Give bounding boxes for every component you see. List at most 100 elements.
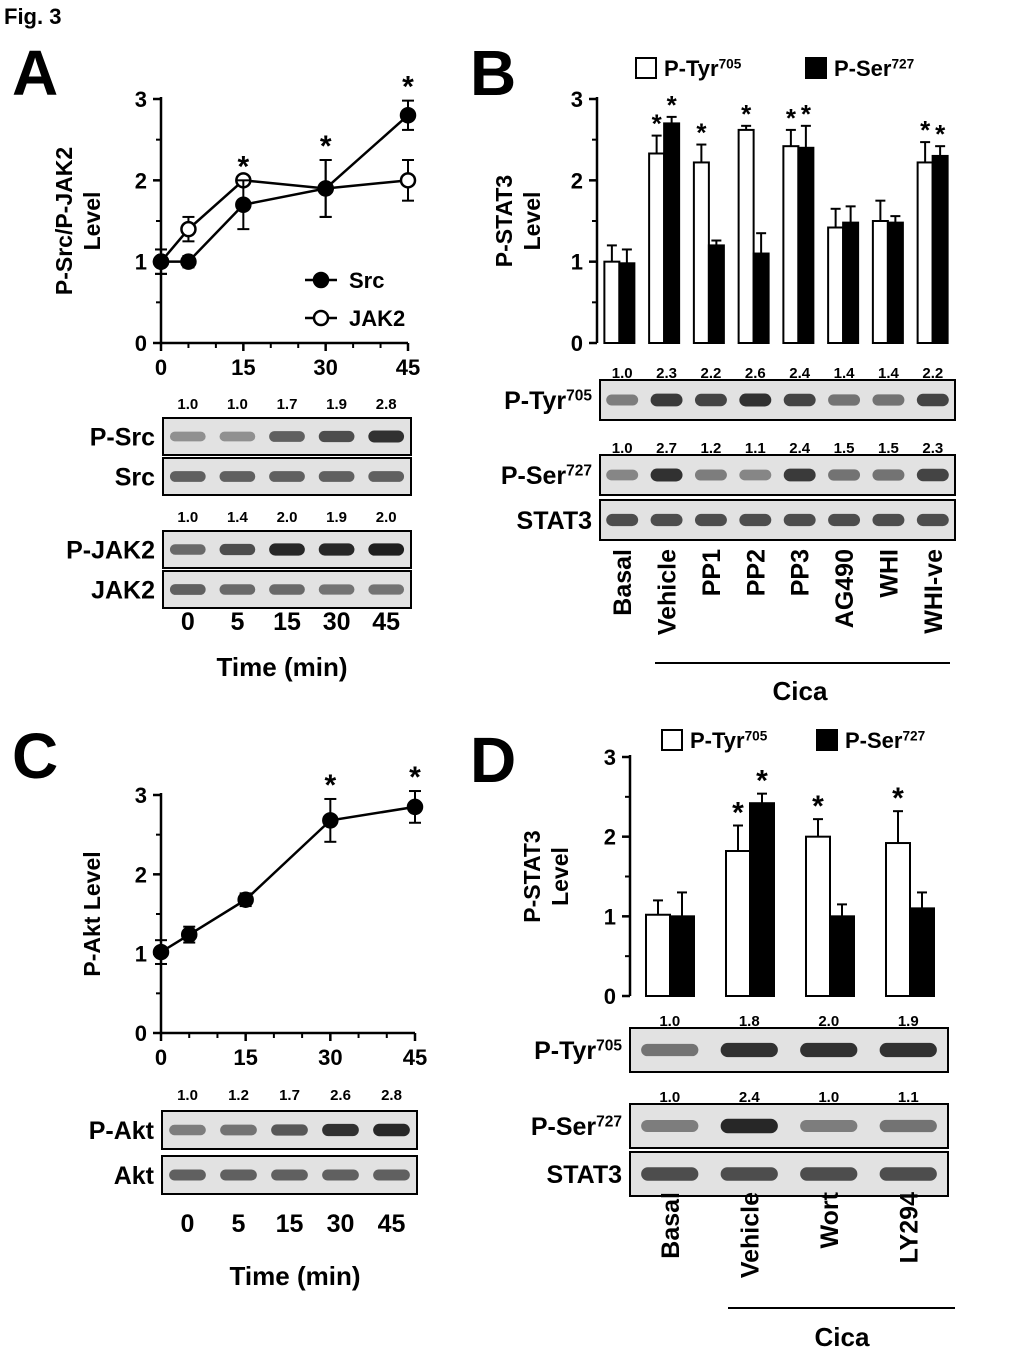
blot-p-akt-band bbox=[169, 1124, 206, 1136]
legend-swatch bbox=[816, 729, 838, 751]
y-tick-label: 0 bbox=[604, 984, 616, 1009]
blot-label-p-akt: P-Akt bbox=[89, 1117, 155, 1145]
x-tick-label: 15 bbox=[231, 355, 255, 380]
band-quantification: 1.0 bbox=[177, 1087, 198, 1104]
blot-src-band bbox=[368, 471, 405, 482]
category-label-vehicle: Vehicle bbox=[654, 549, 682, 635]
blot-stat3-band bbox=[720, 1167, 778, 1181]
blot-p-jak2-band bbox=[169, 544, 206, 555]
blot-src-band bbox=[269, 471, 305, 482]
band-quantification: 1.0 bbox=[612, 365, 633, 382]
lane-label: 45 bbox=[378, 1210, 406, 1238]
blot-akt-band bbox=[373, 1169, 410, 1181]
blot-p-akt-band bbox=[373, 1123, 410, 1137]
band-quantification: 1.9 bbox=[326, 509, 347, 526]
bar-p-ser-ly294 bbox=[909, 907, 935, 997]
blot-p-src-band bbox=[368, 430, 405, 443]
category-label-pp1: PP1 bbox=[698, 549, 726, 596]
y-axis-label: P-STAT3Level bbox=[491, 175, 545, 267]
category-label-ag490: AG490 bbox=[831, 549, 859, 628]
x-tick-label: 0 bbox=[155, 1045, 167, 1070]
legend-label-jak2: JAK2 bbox=[349, 306, 405, 331]
band-quantification: 1.2 bbox=[701, 440, 722, 457]
blot-p-ser-band bbox=[606, 469, 639, 481]
legend-label-p-tyr: P-Tyr705 bbox=[690, 728, 768, 753]
y-tick-label: 1 bbox=[135, 250, 147, 275]
y-axis-label: P-STAT3Level bbox=[519, 830, 573, 922]
significance-star: * bbox=[237, 150, 249, 183]
lane-label: 15 bbox=[276, 1210, 304, 1238]
blot-p-tyr-band bbox=[650, 393, 683, 407]
significance-star: * bbox=[935, 119, 946, 149]
blot-jak2-band bbox=[219, 584, 256, 595]
band-quantification: 1.4 bbox=[834, 365, 856, 382]
blot-label-p-jak2: P-JAK2 bbox=[66, 537, 155, 565]
blot-stat3-band bbox=[916, 513, 949, 527]
category-label-wort: Wort bbox=[816, 1191, 844, 1248]
category-label-whi: WHI bbox=[875, 549, 903, 598]
band-quantification: 1.8 bbox=[739, 1013, 760, 1030]
band-quantification: 2.2 bbox=[701, 365, 722, 382]
group-label: Cica bbox=[773, 676, 828, 706]
band-quantification: 1.4 bbox=[878, 365, 900, 382]
legend-marker bbox=[312, 309, 330, 327]
bar-p-ser-pp1 bbox=[707, 244, 725, 344]
blot-p-tyr-band bbox=[641, 1043, 699, 1057]
blot-p-tyr-band bbox=[828, 394, 861, 406]
blot-p-tyr-band bbox=[694, 393, 727, 407]
x-tick-label: 15 bbox=[233, 1045, 257, 1070]
x-tick-label: 45 bbox=[396, 355, 420, 380]
panel-d-letter: D bbox=[470, 724, 516, 796]
blot-p-ser-band bbox=[872, 469, 905, 481]
category-label-pp2: PP2 bbox=[742, 549, 770, 596]
x-tick-label: 45 bbox=[403, 1045, 427, 1070]
x-axis-title: Time (min) bbox=[230, 1261, 361, 1291]
band-quantification: 1.0 bbox=[177, 509, 198, 526]
y-tick-label: 1 bbox=[604, 904, 616, 929]
significance-star: * bbox=[402, 71, 414, 104]
data-point-p-akt bbox=[322, 812, 339, 829]
blot-p-ser-band bbox=[650, 468, 683, 482]
blot-stat3-band bbox=[694, 513, 727, 527]
significance-star: * bbox=[920, 115, 931, 145]
band-quantification: 2.0 bbox=[376, 509, 397, 526]
blot-p-ser-band bbox=[800, 1119, 858, 1133]
blot-stat3-band bbox=[872, 513, 905, 527]
blot-p-ser-band bbox=[720, 1118, 778, 1134]
significance-star: * bbox=[786, 103, 797, 133]
data-point-jak2 bbox=[399, 172, 417, 189]
blot-p-akt-band bbox=[322, 1123, 359, 1137]
blot-p-ser-band bbox=[783, 468, 816, 482]
blot-label-stat3: STAT3 bbox=[517, 507, 592, 535]
blot-label-p-src: P-Src bbox=[90, 424, 155, 452]
blot-p-jak2-band bbox=[368, 543, 405, 556]
bar-p-tyr-whi bbox=[871, 220, 889, 344]
category-label-whi-ve: WHI-ve bbox=[920, 549, 948, 634]
bar-p-tyr-vehicle bbox=[725, 850, 751, 997]
blot-stat3-band bbox=[606, 513, 639, 527]
lane-label: 5 bbox=[230, 608, 244, 636]
blot-label-akt: Akt bbox=[114, 1162, 155, 1190]
significance-star: * bbox=[696, 118, 707, 148]
data-point-src bbox=[317, 180, 334, 197]
blot-label-p-ser: P-Ser727 bbox=[501, 462, 592, 490]
blot-p-tyr-band bbox=[720, 1042, 778, 1058]
blot-p-ser-band bbox=[916, 468, 949, 482]
bar-p-tyr-basal bbox=[603, 260, 621, 344]
bar-p-ser-wort bbox=[829, 915, 855, 997]
band-quantification: 2.8 bbox=[376, 396, 397, 413]
y-tick-label: 3 bbox=[604, 745, 616, 770]
data-point-src bbox=[235, 196, 252, 213]
blot-p-tyr-band bbox=[800, 1042, 858, 1058]
blot-p-src-band bbox=[169, 431, 206, 442]
panel-c-letter: C bbox=[12, 720, 58, 792]
blot-stat3-band bbox=[800, 1167, 858, 1181]
bar-p-ser-basal bbox=[669, 915, 695, 997]
bar-p-tyr-ag490 bbox=[827, 226, 845, 344]
bar-p-tyr-wort bbox=[805, 835, 831, 998]
legend-label-p-tyr: P-Tyr705 bbox=[664, 56, 742, 81]
blot-jak2-band bbox=[318, 584, 355, 595]
band-quantification: 2.3 bbox=[656, 365, 677, 382]
data-point-jak2 bbox=[180, 220, 197, 238]
